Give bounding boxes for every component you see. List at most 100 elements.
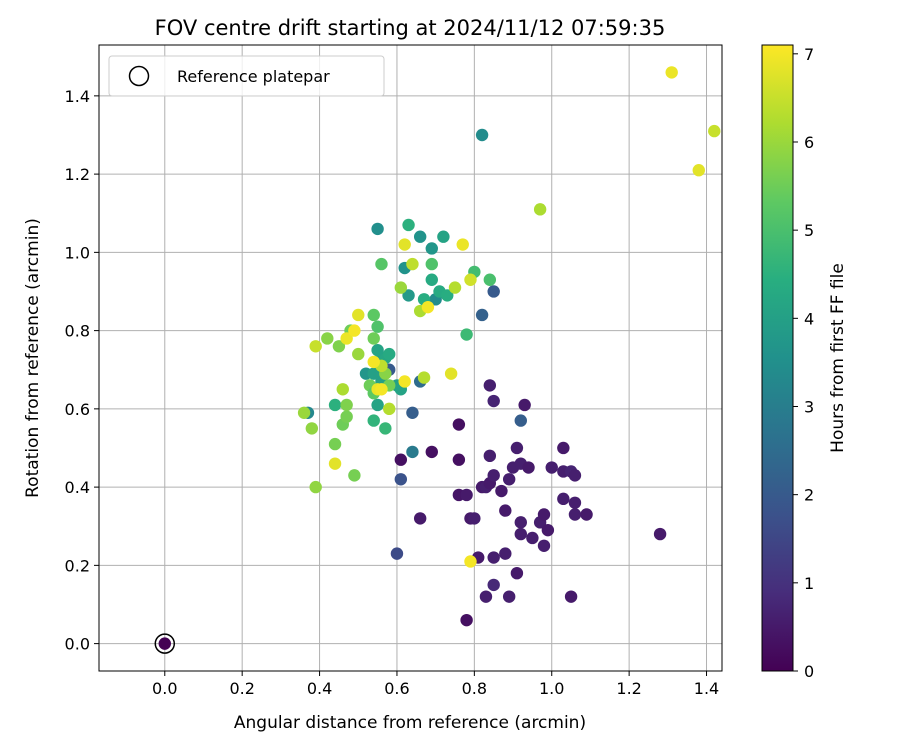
data-point [502,590,516,603]
y-tick-label: 1.0 [65,243,90,262]
colorbar-tick-label: 2 [804,486,814,505]
data-point [479,590,493,603]
data-point [406,257,419,271]
colorbar-tick-label: 4 [804,309,814,328]
y-tick-label: 1.4 [65,87,90,106]
data-point [545,461,558,474]
data-point [371,222,384,236]
data-point [557,441,570,455]
data-point [541,523,555,537]
data-point [487,578,500,592]
data-point [340,398,353,412]
x-tick-label: 1.2 [616,679,641,698]
x-tick-label: 1.4 [694,679,719,698]
data-point [348,324,361,337]
data-point [421,300,435,314]
data-point [305,422,319,435]
data-point [425,257,438,271]
y-axis-label: Rotation from reference (arcmin) [23,218,43,498]
y-axis-ticks: 0.0 0.2 0.4 0.6 0.8 1.0 1.2 1.4 [65,87,99,654]
data-point [425,273,438,286]
data-point [475,308,489,322]
data-point [464,273,477,286]
data-point [379,422,392,435]
data-point [375,257,388,271]
data-point [375,383,388,396]
data-points [158,66,721,650]
data-point [460,613,473,627]
data-point [406,445,419,459]
data-point [383,402,396,416]
colorbar-ticks: 0 1 2 3 4 5 6 7 [793,45,814,681]
colorbar-tick-label: 7 [804,45,814,64]
data-point [564,590,578,603]
data-point [425,445,438,459]
data-point [460,328,473,341]
data-point [483,273,497,286]
data-point [297,406,311,419]
data-point [468,512,481,525]
data-point [495,484,508,498]
data-point [367,332,380,345]
data-point [425,242,438,255]
data-point [483,379,497,392]
y-tick-label: 1.2 [65,165,90,184]
data-point [371,343,384,357]
data-point [437,230,450,243]
reference-platepar-marker [154,633,176,654]
data-point [487,551,500,564]
data-point [328,437,342,451]
data-point [692,164,705,177]
data-point [514,414,527,427]
data-point [352,308,365,322]
data-point [367,355,380,369]
data-point [483,449,497,463]
data-point [448,281,462,294]
colorbar-label: Hours from first FF file [828,263,848,453]
data-point [371,398,384,412]
data-point [402,218,415,232]
data-point [568,496,582,509]
data-point [475,128,489,142]
grid-lines [99,45,722,671]
data-point [499,547,512,560]
data-point [441,289,454,302]
colorbar-tick-label: 1 [804,574,814,593]
data-point [390,547,404,560]
colorbar: 0 1 2 3 4 5 6 7 Hours from first FF file [761,44,848,681]
data-point [557,492,570,506]
colorbar-tick-label: 3 [804,397,814,416]
legend-box [108,55,385,97]
data-point [398,375,411,388]
y-tick-label: 0.8 [65,322,90,341]
data-point [526,531,539,545]
data-point [444,367,458,380]
data-point [518,398,531,412]
data-point [367,308,380,322]
colorbar-gradient [761,44,794,672]
x-axis-label: Angular distance from reference (arcmin) [234,713,586,733]
x-tick-label: 0.0 [152,679,177,698]
data-point [367,414,380,427]
x-axis-ticks: 0.0 0.2 0.4 0.6 0.8 1.0 1.2 1.4 [152,671,719,698]
data-point [309,480,322,494]
y-tick-label: 0.2 [65,556,90,575]
data-point [456,238,469,251]
data-point [402,289,415,302]
data-point [665,66,678,79]
legend-label: Reference platepar [177,67,330,86]
data-point [332,340,346,353]
data-point [394,281,408,294]
colorbar-tick-label: 6 [804,133,814,152]
data-point [371,320,384,333]
data-point [352,347,365,361]
data-point [158,637,171,650]
data-point [321,332,334,345]
data-point [487,285,500,298]
x-tick-label: 0.8 [462,679,487,698]
x-tick-label: 0.2 [229,679,254,698]
data-point [537,539,551,552]
data-point [340,410,353,423]
data-point [398,238,411,251]
